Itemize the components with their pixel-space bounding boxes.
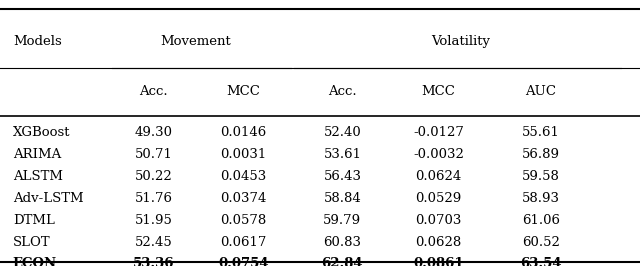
Text: XGBoost: XGBoost bbox=[13, 127, 70, 139]
Text: ARIMA: ARIMA bbox=[13, 148, 61, 161]
Text: 55.61: 55.61 bbox=[522, 127, 560, 139]
Text: 0.0703: 0.0703 bbox=[415, 214, 461, 227]
Text: ALSTM: ALSTM bbox=[13, 170, 63, 183]
Text: 58.84: 58.84 bbox=[324, 192, 361, 205]
Text: 0.0628: 0.0628 bbox=[415, 236, 461, 248]
Text: 0.0031: 0.0031 bbox=[220, 148, 266, 161]
Text: 63.54: 63.54 bbox=[520, 257, 562, 266]
Text: 53.36: 53.36 bbox=[133, 257, 174, 266]
Text: 0.0861: 0.0861 bbox=[413, 257, 464, 266]
Text: ECON: ECON bbox=[13, 257, 57, 266]
Text: 60.83: 60.83 bbox=[323, 236, 362, 248]
Text: 0.0617: 0.0617 bbox=[220, 236, 266, 248]
Text: Volatility: Volatility bbox=[431, 35, 490, 48]
Text: 50.71: 50.71 bbox=[134, 148, 173, 161]
Text: Adv-LSTM: Adv-LSTM bbox=[13, 192, 83, 205]
Text: 51.95: 51.95 bbox=[134, 214, 173, 227]
Text: 50.22: 50.22 bbox=[135, 170, 172, 183]
Text: 51.76: 51.76 bbox=[134, 192, 173, 205]
Text: Acc.: Acc. bbox=[140, 85, 168, 98]
Text: 59.58: 59.58 bbox=[522, 170, 560, 183]
Text: -0.0127: -0.0127 bbox=[413, 127, 464, 139]
Text: 59.79: 59.79 bbox=[323, 214, 362, 227]
Text: SLOT: SLOT bbox=[13, 236, 51, 248]
Text: Movement: Movement bbox=[160, 35, 230, 48]
Text: 0.0624: 0.0624 bbox=[415, 170, 461, 183]
Text: 60.52: 60.52 bbox=[522, 236, 560, 248]
Text: AUC: AUC bbox=[525, 85, 556, 98]
Text: Models: Models bbox=[13, 35, 61, 48]
Text: 52.40: 52.40 bbox=[324, 127, 361, 139]
Text: 52.45: 52.45 bbox=[135, 236, 172, 248]
Text: 0.0374: 0.0374 bbox=[220, 192, 266, 205]
Text: 62.84: 62.84 bbox=[321, 257, 364, 266]
Text: MCC: MCC bbox=[422, 85, 455, 98]
Text: 56.43: 56.43 bbox=[323, 170, 362, 183]
Text: 0.0453: 0.0453 bbox=[220, 170, 266, 183]
Text: 0.0578: 0.0578 bbox=[220, 214, 266, 227]
Text: MCC: MCC bbox=[227, 85, 260, 98]
Text: 0.0754: 0.0754 bbox=[218, 257, 269, 266]
Text: 0.0146: 0.0146 bbox=[220, 127, 266, 139]
Text: -0.0032: -0.0032 bbox=[413, 148, 464, 161]
Text: DTML: DTML bbox=[13, 214, 54, 227]
Text: Acc.: Acc. bbox=[328, 85, 356, 98]
Text: 53.61: 53.61 bbox=[323, 148, 362, 161]
Text: 0.0529: 0.0529 bbox=[415, 192, 461, 205]
Text: 58.93: 58.93 bbox=[522, 192, 560, 205]
Text: 61.06: 61.06 bbox=[522, 214, 560, 227]
Text: 56.89: 56.89 bbox=[522, 148, 560, 161]
Text: 49.30: 49.30 bbox=[134, 127, 173, 139]
